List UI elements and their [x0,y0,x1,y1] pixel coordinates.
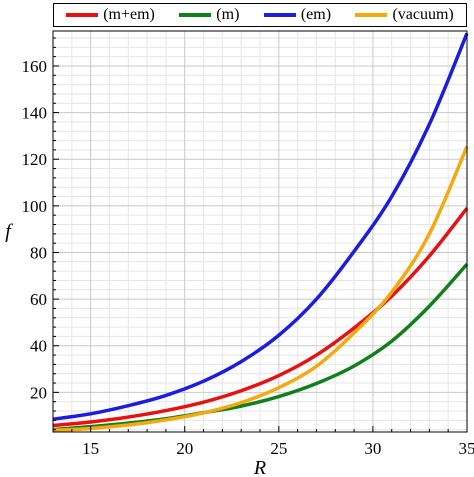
series-lines [52,32,469,433]
x-tick-label: 20 [176,439,193,458]
legend-label: (em) [300,6,332,23]
y-tick-labels: 20 40 60 80 100 120 140 160 [22,57,48,402]
axis-ticks [52,37,468,432]
x-tick-label: 25 [270,439,287,458]
y-tick-label: 20 [30,383,47,402]
legend-swatch [355,13,388,17]
x-tick-label: 15 [82,439,99,458]
series-line-m [52,262,469,432]
legend-swatch [179,13,212,17]
y-tick-label: 40 [30,337,47,356]
series-line-em [52,32,469,421]
y-axis-label: f [5,221,13,243]
y-tick-label: 140 [22,104,48,123]
x-tick-label: 30 [364,439,381,458]
y-tick-label: 120 [22,150,48,169]
y-tick-label: 60 [30,290,47,309]
x-tick-label: 35 [459,439,474,458]
y-tick-label: 160 [22,57,48,76]
y-tick-label: 80 [30,243,47,262]
major-gridlines [53,31,468,432]
legend-label: (m+em) [103,6,155,23]
legend-item-em: (em) [263,6,332,24]
legend-item-vacuum: (vacuum) [355,6,454,24]
legend-swatch [263,13,296,17]
legend: (m+em) (m) (em) (vacuum) [53,3,467,27]
legend-label: (m) [216,6,240,23]
y-tick-label: 100 [22,197,48,216]
legend-swatch [66,13,99,17]
x-tick-labels: 15 20 25 30 35 [82,439,474,458]
legend-label: (vacuum) [392,6,454,23]
series-line-vacuum [52,145,469,433]
legend-item-m: (m) [179,6,239,24]
x-axis-label: R [253,457,266,477]
minor-gridlines [52,31,467,432]
series-line-m-em [52,207,469,428]
legend-item-m-em: (m+em) [66,6,155,24]
